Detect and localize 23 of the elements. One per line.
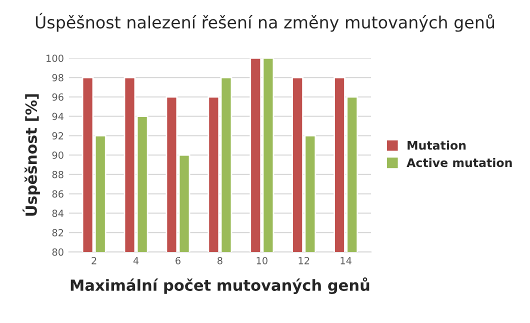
x-tick-label: 4 <box>133 257 139 264</box>
y-tick-label: 100 <box>46 54 64 62</box>
y-tick-label: 88 <box>52 170 64 178</box>
x-tick-label: 10 <box>256 256 268 264</box>
x-tick-label: 8 <box>218 256 222 264</box>
y-axis-title: Úspěšnost [%] <box>22 94 40 216</box>
y-tick-label: 90 <box>52 152 64 159</box>
y-tick-label: 82 <box>52 229 64 236</box>
y-tick-label: 92 <box>52 132 64 140</box>
x-tick-label: 12 <box>298 256 310 264</box>
chart-title: Úspěšnost nalezení řešení na změny mutovaných genů <box>36 12 494 32</box>
y-tick-label: 98 <box>52 74 64 82</box>
x-tick-label: 14 <box>340 257 352 264</box>
y-tick-label: 84 <box>52 210 64 218</box>
y-tick-label: 80 <box>52 248 64 256</box>
y-tick-label: 86 <box>52 190 64 198</box>
y-tick-label: 94 <box>52 112 64 120</box>
x-tick-label: 2 <box>92 256 96 264</box>
legend-label: Mutation <box>408 140 466 150</box>
legend-label: Active mutation <box>406 158 512 168</box>
y-tick-label: 96 <box>52 93 64 101</box>
x-tick-label: 6 <box>176 256 180 264</box>
x-axis-title: Maximální počet mutovaných genů <box>70 277 370 294</box>
